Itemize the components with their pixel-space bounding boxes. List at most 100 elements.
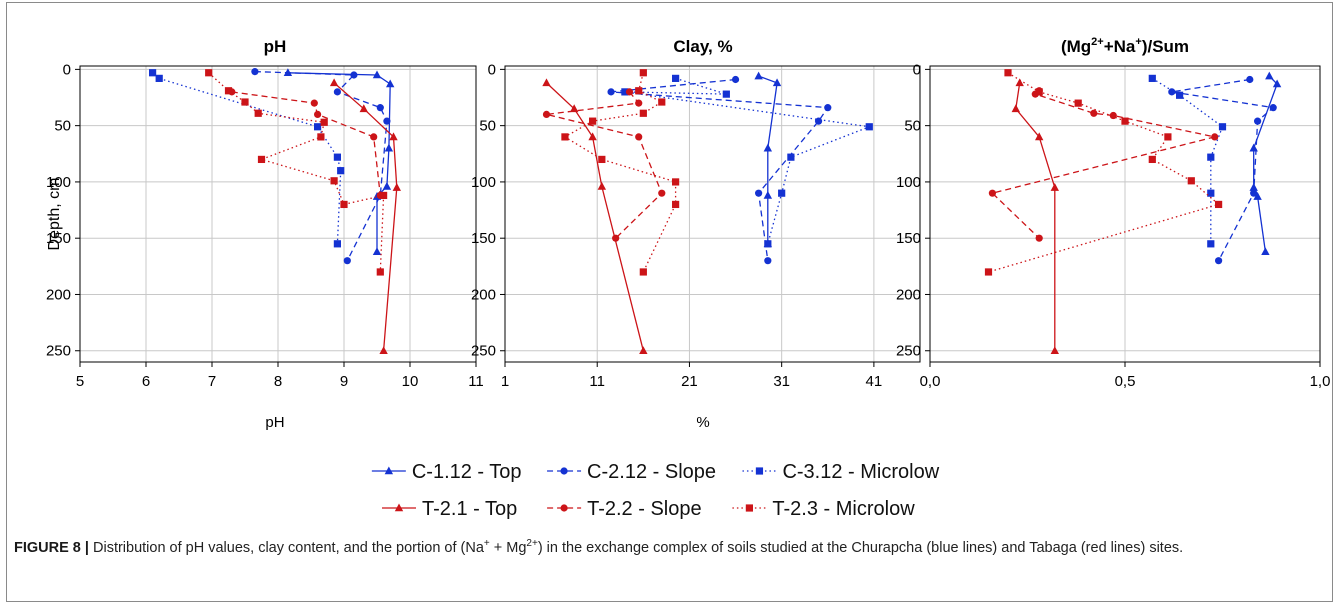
data-point	[1207, 189, 1215, 197]
series-line	[988, 72, 1220, 273]
y-tick-label: 50	[904, 118, 921, 135]
data-point	[1074, 99, 1082, 107]
data-point	[1176, 91, 1184, 99]
y-tick-label: 100	[896, 174, 921, 191]
data-point	[607, 88, 615, 96]
x-tick-label: 1,0	[1310, 373, 1331, 390]
legend-label: C-3.12 - Microlow	[782, 461, 939, 483]
data-point	[1254, 117, 1262, 125]
data-point	[639, 109, 647, 117]
data-point	[1035, 234, 1043, 242]
y-tick-label: 0	[488, 61, 496, 78]
data-point	[612, 234, 620, 242]
data-point	[1215, 257, 1223, 265]
chart-title: pH	[264, 37, 287, 56]
legend-label: T-2.2 - Slope	[587, 498, 702, 520]
data-point	[254, 109, 262, 117]
data-point	[639, 69, 647, 77]
data-point	[333, 240, 341, 248]
data-point	[1011, 104, 1020, 113]
legend-label: C-2.12 - Slope	[587, 461, 716, 483]
data-point	[155, 74, 163, 82]
data-point	[672, 200, 680, 209]
series-line	[1253, 75, 1278, 252]
data-point	[1050, 183, 1059, 191]
x-tick-label: 8	[274, 373, 282, 390]
data-point	[241, 98, 249, 106]
y-tick-label: 150	[471, 230, 496, 247]
data-point	[389, 132, 398, 141]
series-line	[1171, 78, 1275, 261]
data-point	[337, 167, 345, 175]
data-point	[639, 268, 647, 276]
data-point	[384, 143, 394, 152]
y-tick-label: 250	[896, 343, 921, 360]
caption-text-2: + Mg	[489, 540, 527, 556]
figure-frame	[6, 2, 1333, 602]
data-point	[764, 240, 772, 248]
data-point	[588, 132, 597, 141]
data-point	[787, 153, 795, 161]
data-point	[1250, 189, 1258, 197]
data-point	[350, 71, 358, 79]
legend-marker	[394, 503, 404, 512]
legend-label: C-1.12 - Top	[412, 461, 522, 483]
data-point	[598, 155, 606, 164]
legend-label: T-2.3 - Microlow	[772, 498, 915, 520]
series-line	[1151, 77, 1224, 244]
y-tick-label: 100	[471, 174, 496, 191]
data-point	[330, 177, 338, 185]
y-tick-label: 250	[46, 343, 71, 360]
data-point	[542, 110, 551, 118]
y-tick-label: 250	[471, 343, 496, 360]
caption-sup-1: +	[483, 538, 490, 550]
data-point	[984, 268, 993, 276]
x-tick-label: 10	[402, 373, 419, 390]
data-point	[382, 181, 392, 190]
x-tick-label: 11	[589, 373, 605, 390]
data-point	[372, 247, 382, 256]
data-point	[329, 78, 339, 87]
x-tick-label: 9	[340, 373, 348, 390]
data-point	[778, 189, 786, 197]
data-point	[1215, 200, 1223, 209]
series-line	[254, 70, 388, 261]
caption-text-1: Distribution of pH values, clay content,…	[88, 540, 484, 556]
data-point	[343, 257, 351, 265]
data-point	[149, 69, 157, 77]
data-point	[340, 200, 348, 209]
data-point	[672, 74, 680, 82]
x-tick-label: 41	[866, 373, 883, 390]
y-tick-label: 150	[896, 230, 921, 247]
data-point	[1004, 69, 1012, 77]
series-line	[231, 91, 381, 196]
chart-title: Clay, %	[673, 37, 732, 56]
x-axis-title: pH	[265, 414, 284, 431]
y-tick-label: 150	[46, 230, 71, 247]
data-point	[1015, 78, 1024, 87]
data-point	[988, 189, 997, 197]
data-point	[1148, 74, 1156, 82]
data-point	[772, 78, 782, 87]
data-point	[1035, 132, 1044, 141]
data-point	[1035, 88, 1043, 96]
legend-marker	[755, 467, 764, 475]
chart-title: (Mg2++Na+)/Sum	[1061, 36, 1189, 56]
data-point	[1164, 133, 1172, 141]
data-point	[359, 104, 368, 113]
y-tick-label: 50	[479, 118, 496, 135]
data-point	[824, 104, 832, 112]
y-tick-label: 0	[913, 61, 921, 78]
data-point	[1246, 75, 1254, 84]
caption-label: FIGURE 8 |	[14, 540, 89, 556]
data-point	[392, 183, 401, 191]
data-point	[1269, 104, 1277, 112]
caption-text-3: ) in the exchange complex of soils studi…	[537, 540, 1184, 556]
data-point	[370, 133, 378, 141]
y-tick-label: 200	[896, 286, 921, 303]
data-point	[317, 133, 325, 141]
series-line	[1015, 82, 1056, 351]
data-point	[597, 181, 607, 190]
data-point	[621, 88, 629, 96]
data-point	[372, 70, 382, 79]
